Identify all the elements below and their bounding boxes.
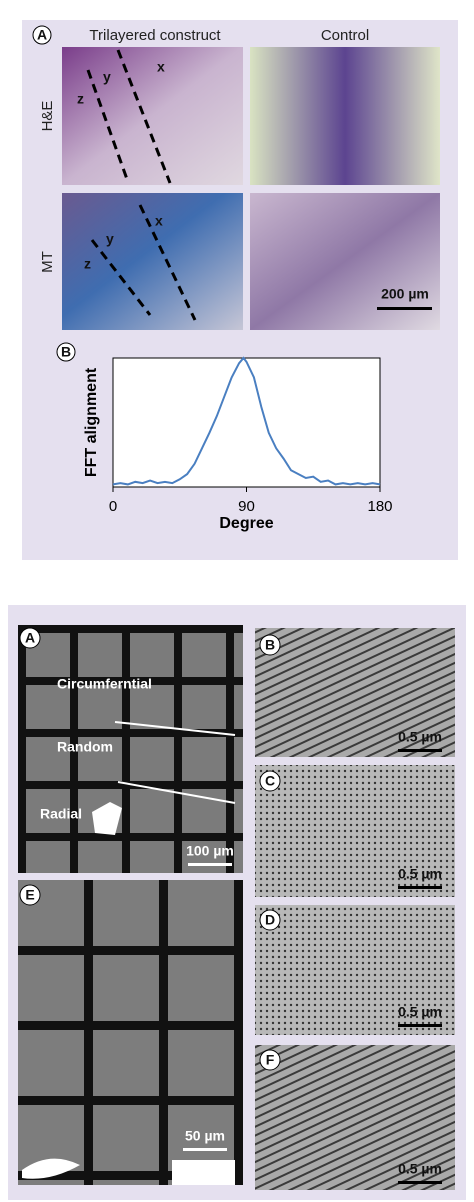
orientation-line	[117, 781, 236, 804]
scale-bar-line	[398, 1181, 442, 1184]
scale-bar-label: 100 µm	[186, 843, 234, 859]
scale-bar-line	[188, 863, 232, 866]
layer-label: x	[157, 59, 165, 75]
panel-letter-bg	[19, 884, 41, 906]
x-axis-title: Degree	[219, 515, 273, 532]
panel-letter-bg	[56, 342, 76, 362]
panel-letter-bg	[19, 627, 41, 649]
scale-bar-label: 0.5 µm	[398, 1161, 442, 1177]
region-label: Circumferntial	[57, 676, 152, 692]
region-label: Random	[57, 739, 113, 755]
panel-letter-bg	[259, 770, 281, 792]
image-d	[255, 905, 455, 1035]
layer-label: z	[77, 91, 84, 107]
layer-label: y	[103, 69, 111, 85]
layer-label: z	[84, 256, 91, 272]
panel-letter: A	[25, 630, 35, 646]
image-e	[18, 880, 243, 1185]
panel-letter: F	[266, 1052, 275, 1068]
panel-letter: E	[25, 887, 34, 903]
scale-bar-line	[398, 1024, 442, 1027]
column-header: Trilayered construct	[89, 27, 221, 44]
x-tick-label: 0	[109, 498, 117, 515]
x-tick-label: 180	[367, 498, 392, 515]
scale-bar-label: 200 µm	[381, 286, 429, 302]
scale-bar-label: 0.5 µm	[398, 866, 442, 882]
layer-label: y	[106, 231, 114, 247]
image-he-control	[250, 47, 440, 185]
scale-bar-label: 0.5 µm	[398, 729, 442, 745]
hole	[22, 1158, 235, 1185]
panel-letter: B	[61, 344, 71, 360]
hole	[92, 802, 122, 835]
image-b	[255, 628, 455, 757]
scale-bar-label: 0.5 µm	[398, 1004, 442, 1020]
data-line	[112, 356, 381, 486]
column-header: Control	[321, 27, 369, 44]
orientation-line	[114, 721, 236, 736]
row-label: H&E	[39, 101, 56, 132]
panel-letter: A	[37, 27, 47, 43]
scale-bar-label: 50 µm	[185, 1128, 225, 1144]
image-f	[255, 1045, 455, 1190]
panel-letter-bg	[259, 634, 281, 656]
layer-label: x	[155, 213, 163, 229]
scale-bar-line	[377, 307, 432, 310]
y-axis-title: FFT alignment	[83, 367, 100, 477]
image-mt-construct	[62, 193, 243, 330]
layer-dividers	[86, 49, 197, 321]
plot-area	[112, 357, 381, 488]
scale-bar-line	[398, 886, 442, 889]
image-c	[255, 765, 455, 897]
scale-bar-line	[398, 749, 442, 752]
image-a	[18, 625, 243, 873]
x-tick-label: 90	[238, 498, 255, 515]
region-label: Radial	[40, 806, 82, 822]
scale-bar-line	[183, 1148, 227, 1151]
panel-letter: C	[265, 773, 275, 789]
panel-letter-bg	[32, 25, 52, 45]
row-label: MT	[39, 251, 56, 273]
panel-letter-bg	[259, 909, 281, 931]
image-he-construct	[62, 47, 243, 185]
panel-letter: D	[265, 912, 275, 928]
panel-letter-bg	[259, 1049, 281, 1071]
panel-letter: B	[265, 637, 275, 653]
